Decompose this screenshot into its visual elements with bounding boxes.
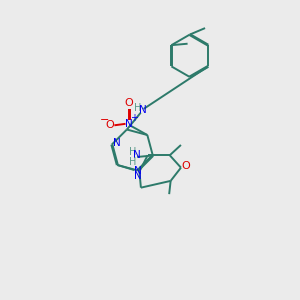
Text: +: +: [130, 113, 138, 123]
Text: H: H: [134, 103, 141, 113]
Text: N: N: [113, 138, 120, 148]
Text: O: O: [125, 98, 134, 108]
Text: N: N: [134, 171, 142, 181]
Text: −: −: [100, 115, 109, 125]
Text: H: H: [128, 147, 136, 157]
Text: O: O: [106, 120, 115, 130]
Text: O: O: [182, 161, 190, 171]
Text: N: N: [134, 167, 142, 176]
Text: N: N: [133, 151, 140, 160]
Text: N: N: [139, 105, 147, 116]
Text: H: H: [128, 157, 136, 167]
Text: N: N: [125, 119, 133, 129]
